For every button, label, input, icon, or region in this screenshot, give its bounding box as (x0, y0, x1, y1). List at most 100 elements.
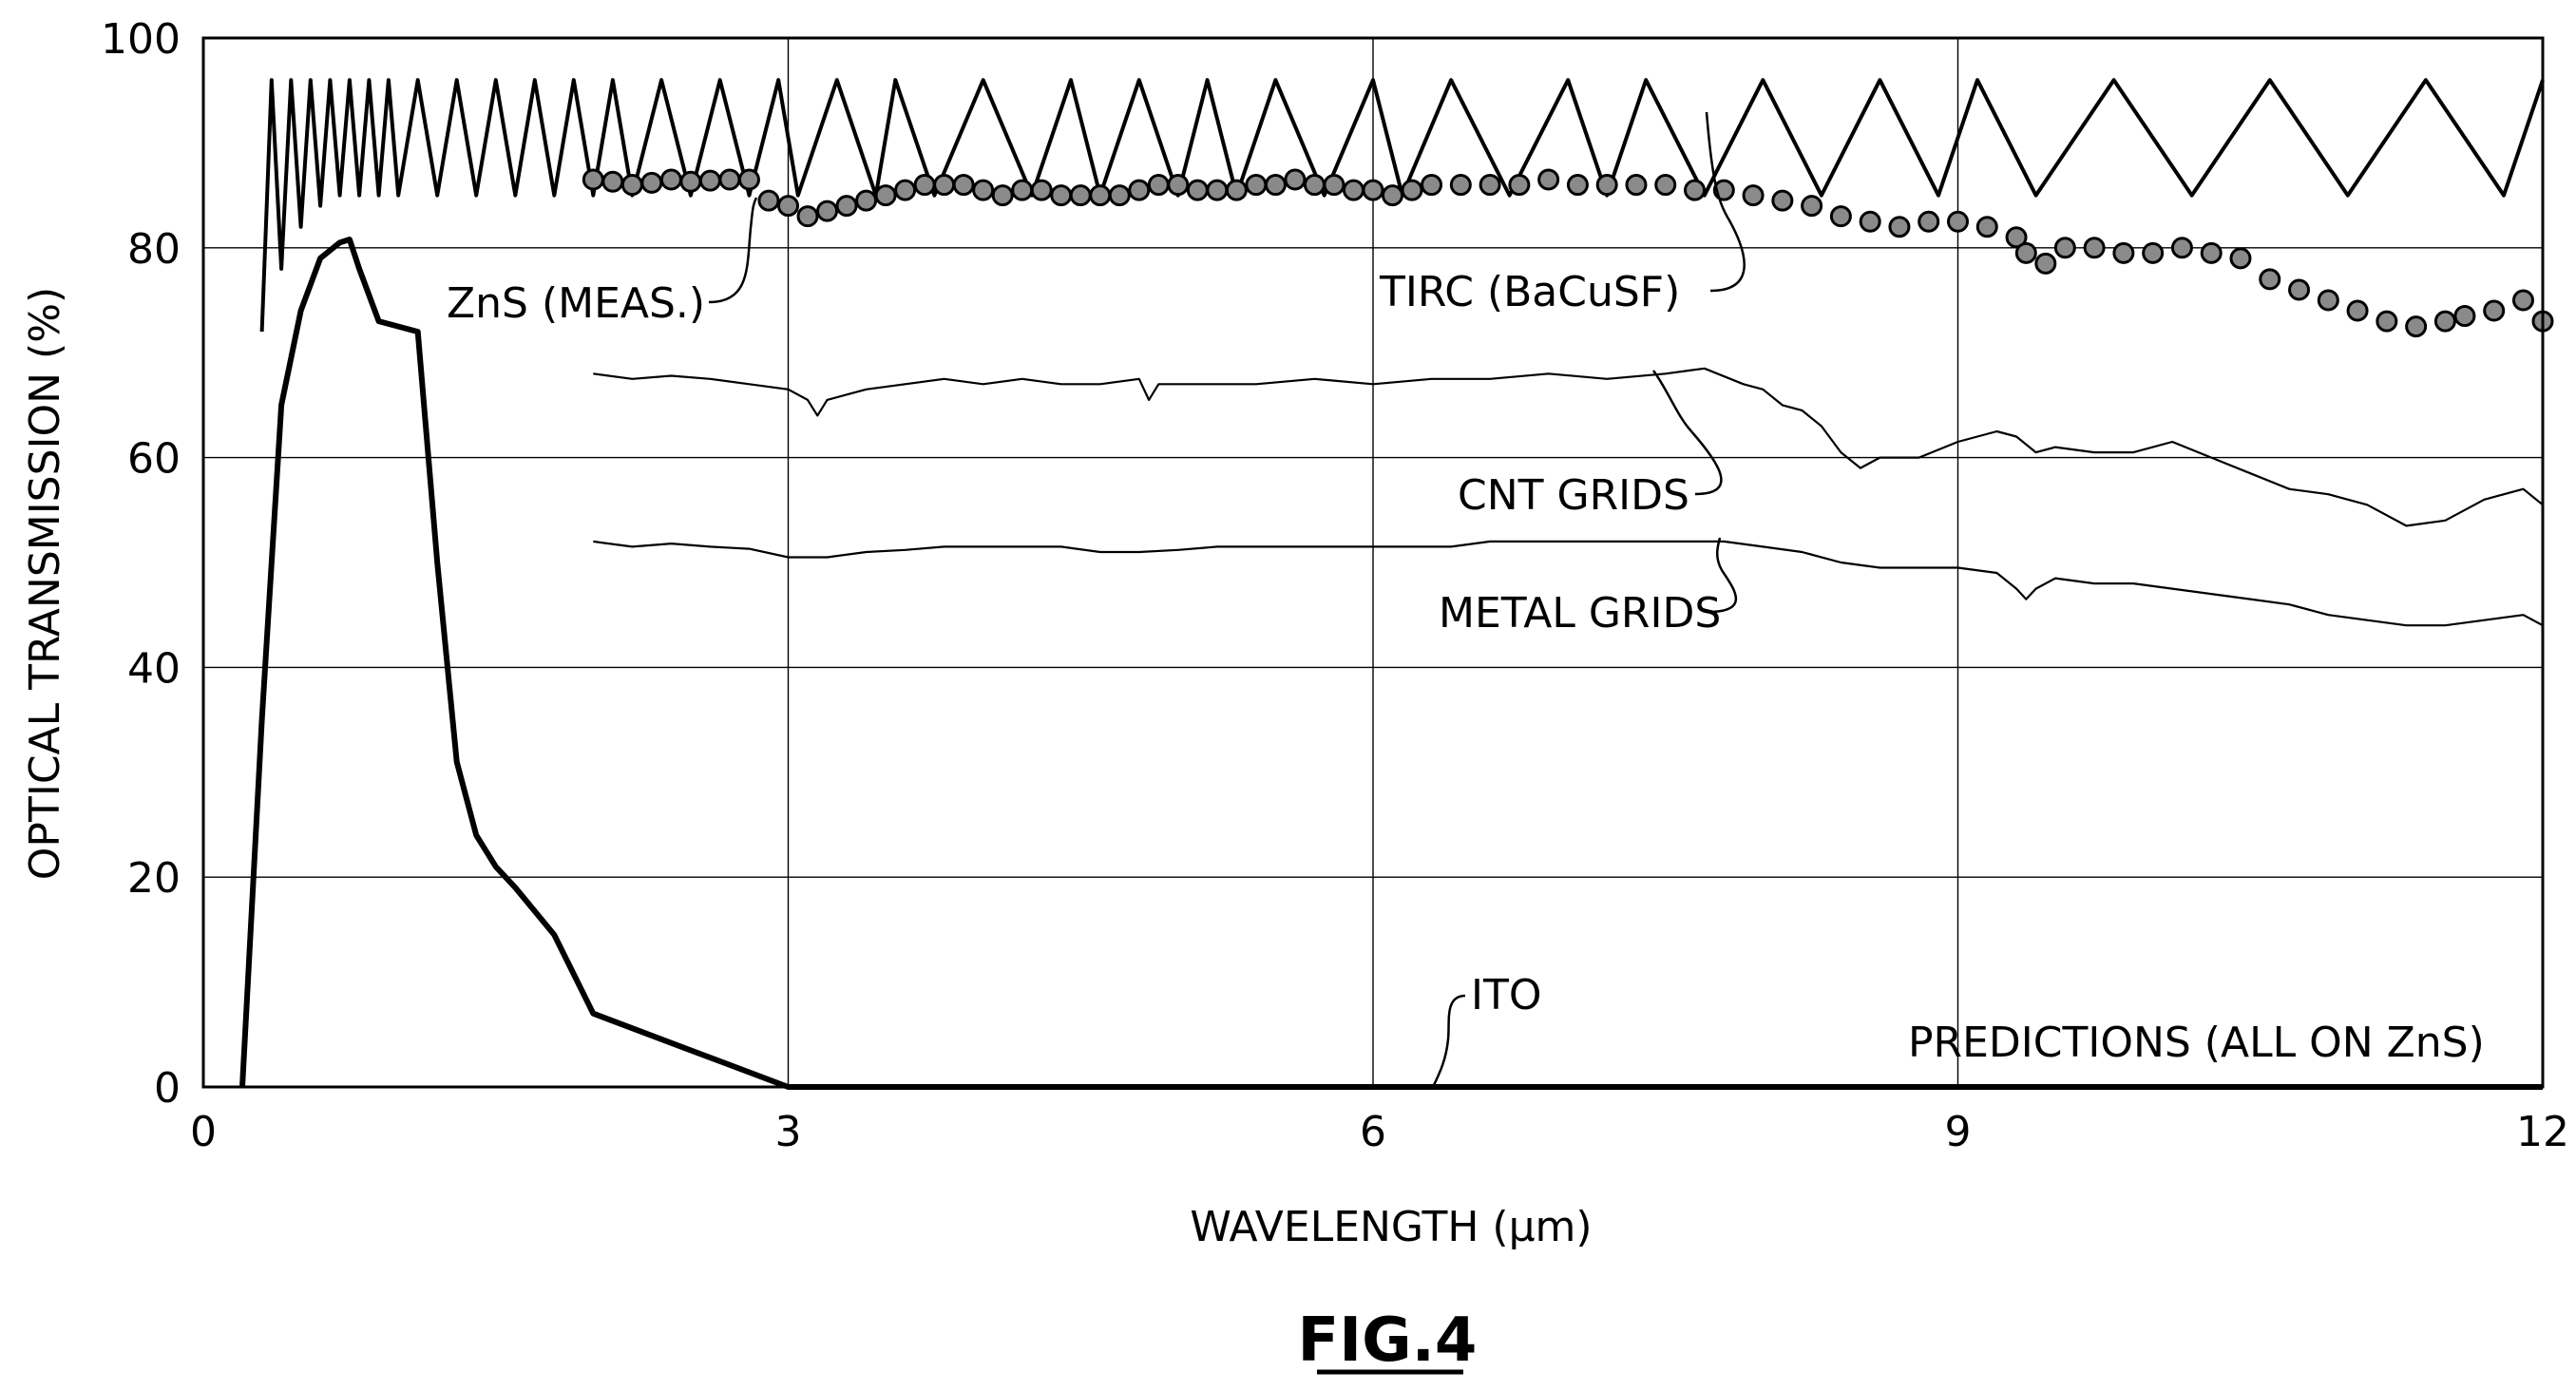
data-point (582, 168, 604, 191)
data-point (1186, 179, 1209, 201)
data-point (1566, 174, 1589, 197)
figure-label: FIG.4 (1298, 1305, 1478, 1376)
data-point (1030, 179, 1053, 201)
data-point (2259, 268, 2281, 291)
series-tirc-bacusf-line (259, 78, 2545, 333)
data-point (1323, 174, 1345, 197)
data-point (1108, 184, 1131, 207)
data-point (1069, 184, 1092, 207)
x-tick-label: 12 (2516, 1108, 2569, 1156)
data-point (796, 205, 819, 228)
leader-zns-meas (708, 197, 758, 304)
y-tick-label: 40 (127, 644, 181, 693)
data-point (1167, 174, 1190, 197)
data-point (2034, 252, 2057, 275)
data-point (2346, 299, 2369, 322)
data-point (1382, 184, 1404, 207)
data-point (640, 171, 663, 194)
y-axis-title: OPTICAL TRANSMISSION (%) (21, 287, 69, 880)
data-point (2483, 299, 2506, 322)
data-point (1362, 179, 1384, 201)
data-point (894, 179, 917, 201)
data-point (2014, 241, 2037, 264)
y-tick-label: 0 (154, 1064, 181, 1113)
data-point (991, 184, 1014, 207)
data-point (933, 174, 956, 197)
series-metal-grids-line (593, 540, 2544, 627)
data-point (2005, 226, 2028, 249)
data-point (1537, 168, 1560, 191)
data-point (816, 200, 839, 222)
data-point (2453, 305, 2476, 328)
data-point (1918, 210, 1940, 233)
data-point (620, 174, 643, 197)
data-point (1947, 210, 1969, 233)
data-point (1050, 184, 1073, 207)
data-point (1801, 195, 1823, 218)
data-point (2112, 241, 2135, 264)
data-point (1245, 174, 1268, 197)
data-point (679, 170, 702, 193)
data-point (952, 174, 975, 197)
y-tick-label: 80 (127, 225, 181, 274)
data-point (1449, 174, 1472, 197)
data-point (1147, 174, 1170, 197)
leader-cnt-grids (1651, 370, 1723, 496)
data-point (835, 195, 858, 218)
series-zns-meas (582, 168, 2554, 338)
x-tick-label: 6 (1360, 1108, 1386, 1156)
data-point (1128, 179, 1151, 201)
data-point (1342, 179, 1364, 201)
data-point (1654, 174, 1677, 197)
data-point (2317, 289, 2339, 312)
data-point (1829, 205, 1852, 228)
plot-frame (201, 36, 2545, 1089)
data-point (659, 168, 682, 191)
y-tick-label: 20 (127, 854, 181, 903)
data-point (601, 170, 624, 193)
annotation-zns-meas: ZnS (MEAS.) (447, 279, 705, 328)
data-point (2376, 310, 2398, 333)
data-point (1975, 216, 1998, 238)
data-point (1089, 184, 1112, 207)
y-tick-label: 100 (101, 15, 181, 64)
data-point (1225, 179, 1248, 201)
x-tick-label: 3 (775, 1108, 802, 1156)
data-point (2405, 315, 2428, 338)
data-point (757, 189, 780, 212)
data-point (855, 189, 878, 212)
data-point (1401, 179, 1423, 201)
predictions-note: PREDICTIONS (ALL ON ZnS) (1908, 1019, 2485, 1067)
data-point (1742, 184, 1765, 207)
data-point (2511, 289, 2534, 312)
leader-metal-grids (1708, 537, 1738, 614)
data-point (874, 184, 897, 207)
data-point (1625, 174, 1648, 197)
data-point (1771, 189, 1794, 212)
data-point (1284, 168, 1307, 191)
x-tick-label: 9 (1945, 1108, 1972, 1156)
data-point (1684, 179, 1707, 201)
annotation-cnt-grids: CNT GRIDS (1458, 471, 1689, 520)
data-point (718, 168, 741, 191)
x-tick-label: 0 (190, 1108, 217, 1156)
annotation-metal-grids: METAL GRIDS (1439, 589, 1721, 638)
data-point (698, 169, 721, 192)
annotation-tirc: TIRC (BaCuSF) (1379, 268, 1680, 316)
leader-lines (708, 111, 1746, 1088)
data-point (1859, 210, 1881, 233)
leader-ito (1431, 994, 1466, 1088)
data-point (2083, 237, 2106, 259)
data-point (1508, 174, 1531, 197)
data-point (1595, 174, 1618, 197)
x-axis-title: WAVELENGTH (μm) (1190, 1203, 1592, 1251)
data-point (2170, 237, 2193, 259)
data-point (1264, 174, 1287, 197)
series-cnt-grids-line (593, 367, 2544, 527)
y-tick-label: 60 (127, 435, 181, 484)
data-point (1479, 174, 1501, 197)
data-point (972, 179, 995, 201)
leader-tirc (1705, 111, 1746, 293)
data-point (1206, 179, 1229, 201)
